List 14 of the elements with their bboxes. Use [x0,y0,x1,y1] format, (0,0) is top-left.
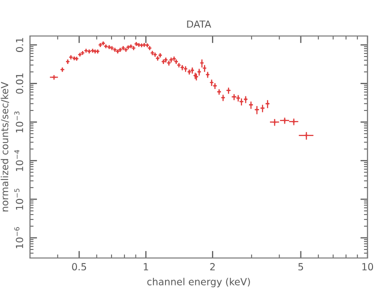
y-tick-label: 10$^{−4}$ [14,150,24,172]
x-axis-title: channel energy (keV) [147,278,250,288]
y-axis-title: normalized counts/sec/keV [0,82,10,212]
y-tick-label: 0.1 [16,38,24,52]
x-tick-label: 2 [210,263,215,270]
y-tick-label: 0.01 [16,74,24,94]
x-tick-label: 1 [144,263,148,270]
x-tick-label: 10 [362,263,374,270]
y-tick-label: 10$^{−5}$ [14,188,24,210]
x-tick-label: 0.5 [72,263,86,270]
chart-title: DATA [187,20,212,28]
y-tick-label: 10$^{−6}$ [14,227,24,248]
y-tick-label: 10$^{−3}$ [14,112,24,132]
x-tick-label: 5 [298,263,304,270]
